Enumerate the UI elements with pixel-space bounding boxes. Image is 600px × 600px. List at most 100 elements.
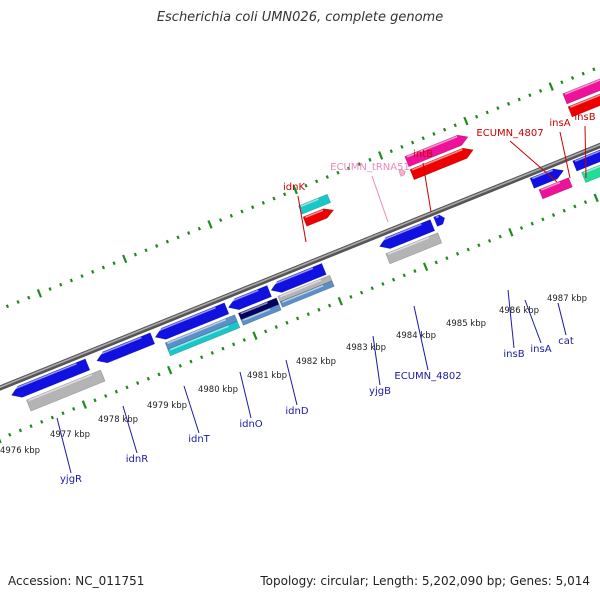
forward-dotted-track-tick: [560, 80, 564, 85]
forward-dotted-track-tick: [474, 114, 479, 119]
reverse-dotted-track-tick: [413, 269, 417, 273]
cds-idnR-shine: [96, 336, 142, 357]
gene-label-insB-rev-leader: [507, 289, 515, 349]
gene-label-idnR-leader: [122, 405, 138, 454]
genome-backbone-highlight: [0, 143, 600, 389]
cds-ECUMN_4802: [433, 214, 446, 227]
forward-dotted-track-tick: [101, 265, 106, 270]
forward-dotted-track-tick: [207, 220, 213, 229]
reverse-dotted-track-tick: [487, 239, 492, 243]
gene-label-insA-leader: [559, 131, 571, 179]
gene-label-cat-leader: [557, 302, 567, 336]
cds-idnT-shine: [155, 306, 216, 333]
page-title: Escherichia coli UMN026, complete genome: [156, 10, 444, 25]
forward-dotted-track-tick: [421, 136, 425, 141]
kbp-tick-label: 4985 kbp: [446, 319, 486, 329]
gene-label-insA-rev-leader: [524, 299, 542, 344]
reverse-dotted-track-tick: [167, 365, 173, 375]
gene-label-yjgB-leader: [372, 335, 381, 386]
cds-insAB-gene-shine: [564, 79, 600, 95]
forward-dotted-track-tick: [165, 239, 169, 244]
reverse-dotted-track-tick: [18, 428, 23, 433]
gene-label-ECUMN_4802: ECUMN_4802: [394, 371, 461, 382]
reverse-dotted-track-tick: [306, 312, 310, 317]
cds-insAB-gene: [562, 78, 600, 105]
forward-dotted-track-tick: [155, 244, 159, 248]
forward-dotted-track-tick: [378, 151, 384, 160]
cds-intB-gene: [404, 134, 469, 168]
reverse-dotted-track-tick: [157, 372, 161, 377]
gene-label-idnR: idnR: [126, 454, 148, 465]
cds-insB-rev-shine: [531, 169, 553, 180]
reverse-dotted-track-tick: [136, 381, 140, 385]
cds-insA-rev: [572, 149, 600, 172]
cds-idnD: [270, 263, 327, 293]
reverse-dotted-track-tick: [381, 282, 385, 286]
reverse-dotted-track-tick: [402, 273, 406, 278]
gene-label-idnD: idnD: [285, 406, 308, 417]
gene-label-idnT-leader: [183, 385, 200, 434]
gene-label-idnK: idnK: [283, 182, 305, 193]
gene-label-intB-leader: [422, 162, 432, 213]
reverse-dotted-track-tick: [189, 359, 193, 364]
reverse-dotted-track-tick: [178, 363, 182, 368]
gene-label-insB: insB: [574, 112, 595, 123]
reverse-dotted-track-tick: [72, 407, 76, 411]
reverse-dotted-track-tick: [125, 385, 129, 390]
reverse-dotted-track-tick: [29, 424, 33, 429]
cds-intB-shine: [412, 148, 463, 171]
gene-label-idnO-leader: [239, 371, 252, 419]
gene-label-insA-rev: insA: [530, 344, 551, 355]
reverse-dotted-track-tick: [551, 213, 556, 217]
reverse-dotted-track-tick: [519, 226, 524, 230]
forward-dotted-track-tick: [442, 127, 447, 132]
cds-idnK: [302, 208, 335, 227]
cds-insAB: [567, 93, 600, 118]
kbp-tick-label: 4981 kbp: [247, 371, 287, 381]
cds-idnT-rna-shine: [169, 325, 229, 351]
reverse-dotted-track-tick: [210, 351, 214, 355]
cds-yjgR-gene-shine: [28, 374, 93, 402]
reverse-dotted-track-tick: [455, 251, 460, 256]
cds-idnD-rna-shine: [282, 284, 324, 303]
forward-dotted-track-tick: [570, 76, 575, 80]
reverse-dotted-track-tick: [285, 320, 289, 325]
reverse-dotted-track-tick: [242, 338, 246, 342]
gene-label-ECUMN_4807: ECUMN_4807: [476, 128, 543, 139]
cds-idnT-rna: [167, 320, 241, 357]
reverse-dotted-track-tick: [274, 325, 278, 329]
forward-dotted-track-tick: [69, 278, 74, 283]
gene-label-idnD-leader: [285, 359, 298, 406]
cds-insB-rev-gene-shine: [540, 181, 561, 191]
cds-insB-rev: [529, 168, 565, 189]
cds-idnK-gene-shine: [300, 198, 319, 208]
kbp-tick-label: 4987 kbp: [547, 294, 587, 304]
forward-dotted-track-tick: [219, 218, 223, 223]
reverse-dotted-track-tick: [252, 331, 258, 340]
reverse-dotted-track-tick: [61, 411, 65, 416]
cds-yjgB-shine: [379, 223, 422, 243]
forward-dotted-track-tick: [16, 300, 20, 304]
cds-cat-gene: [581, 164, 600, 184]
forward-dotted-track-tick: [357, 162, 361, 167]
gene-label-insA: insA: [549, 118, 570, 129]
gene-label-yjgR: yjgR: [60, 474, 82, 485]
reverse-dotted-track-tick: [232, 342, 236, 347]
forward-dotted-track-tick: [272, 196, 276, 201]
reverse-dotted-track-tick: [359, 290, 364, 295]
forward-dotted-track-tick: [251, 205, 255, 210]
forward-dotted-track-tick: [112, 261, 116, 266]
cds-idnO-gene-shine: [240, 302, 268, 315]
gene-label-idnK-leader: [297, 195, 307, 243]
reverse-dotted-track-tick: [583, 200, 588, 205]
reverse-dotted-track-tick: [391, 277, 396, 282]
reverse-dotted-track-tick: [114, 389, 118, 394]
reverse-dotted-track-tick: [477, 243, 481, 248]
kbp-tick-label: 4976 kbp: [0, 446, 40, 456]
forward-dotted-track-tick: [59, 282, 63, 287]
cds-yjgB-gene: [385, 232, 443, 265]
cds-insAB-shine: [570, 94, 600, 108]
forward-dotted-track-tick: [581, 71, 585, 76]
cds-cat-gene-shine: [583, 165, 600, 174]
